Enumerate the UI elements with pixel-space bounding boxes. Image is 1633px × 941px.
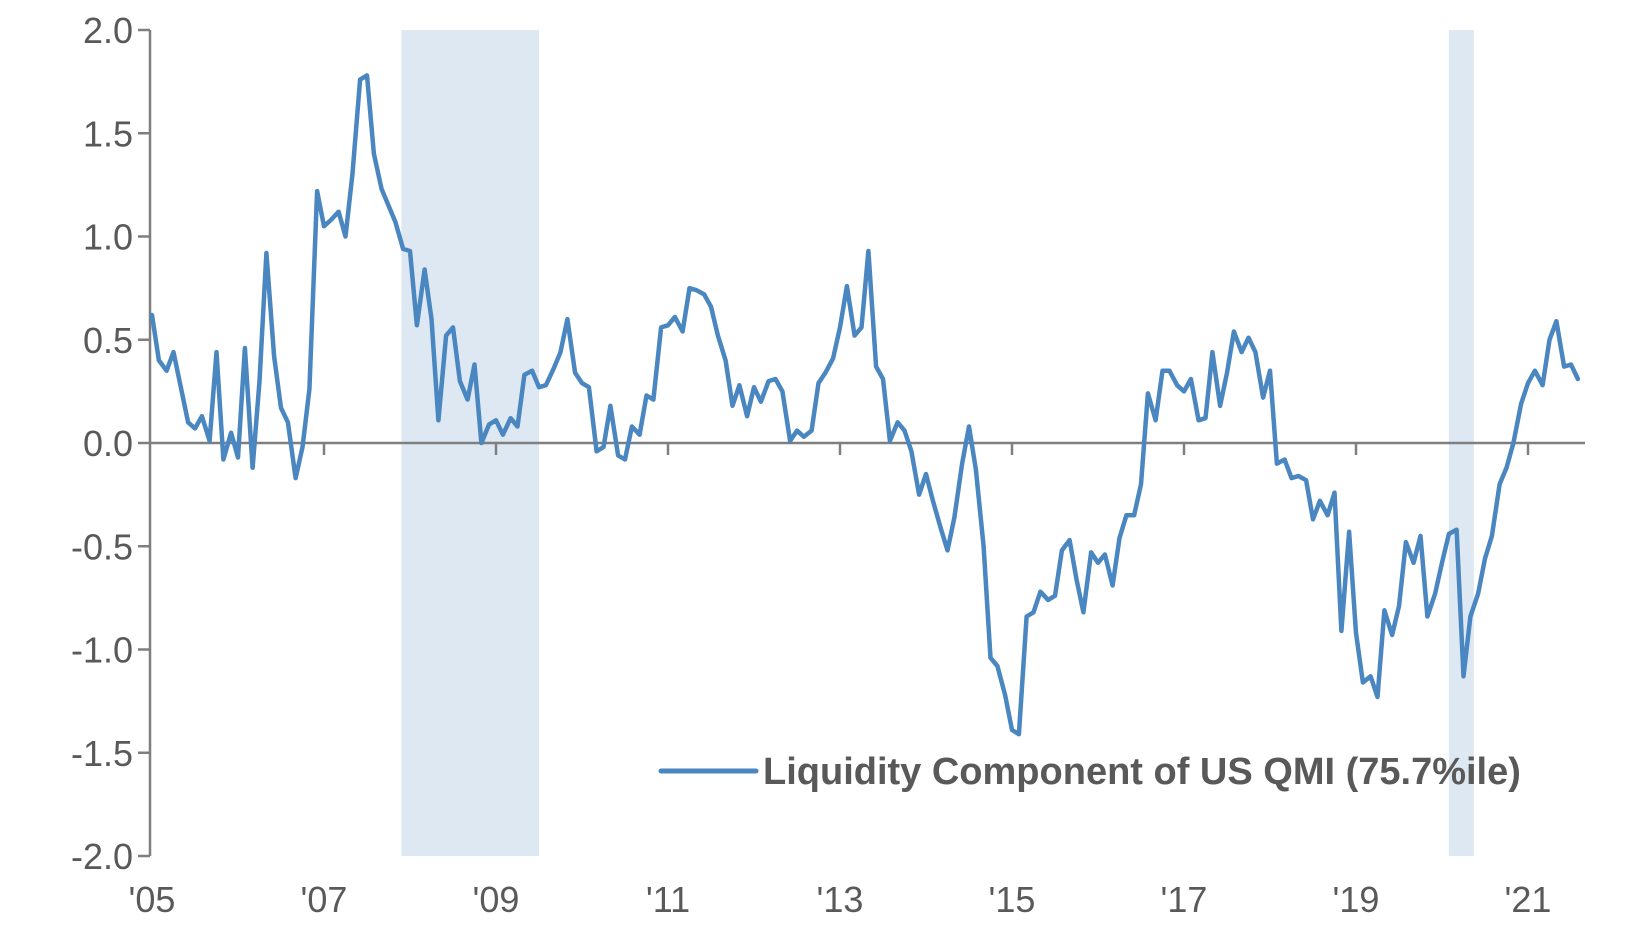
y-tick-label: -1.5	[71, 733, 133, 774]
x-tick-label: '07	[301, 879, 348, 920]
y-tick-label: 0.0	[83, 423, 133, 464]
x-tick-label: '21	[1505, 879, 1552, 920]
x-tick-label: '05	[129, 879, 176, 920]
x-tick-label: '09	[473, 879, 520, 920]
y-tick-label: -1.0	[71, 630, 133, 671]
x-tick-label: '11	[646, 879, 690, 920]
series-line-liquidity-component	[149, 73, 1581, 737]
y-tick-label: -0.5	[71, 526, 133, 567]
y-axis-ticks: 2.0 1.5 1.0 0.5 0.0 -0.5 -1.0 -1.5 -2.0	[71, 10, 150, 877]
y-tick-label: 0.5	[83, 320, 133, 361]
x-axis-ticks: '05 '07 '09 '11 '13 '15 '17 '19 '21	[129, 443, 1552, 920]
x-tick-label: '19	[1333, 879, 1380, 920]
y-tick-label: 1.5	[83, 113, 133, 154]
y-tick-label: -2.0	[71, 836, 133, 877]
x-tick-label: '13	[817, 879, 864, 920]
x-tick-label: '17	[1161, 879, 1208, 920]
legend: Liquidity Component of US QMI (75.7%ile)	[658, 751, 1521, 793]
series-group	[149, 73, 1581, 737]
y-tick-label: 1.0	[83, 217, 133, 258]
legend-label: Liquidity Component of US QMI (75.7%ile)	[763, 751, 1521, 793]
y-tick-label: 2.0	[83, 10, 133, 51]
axes-group	[148, 30, 1585, 856]
x-tick-label: '15	[989, 879, 1036, 920]
